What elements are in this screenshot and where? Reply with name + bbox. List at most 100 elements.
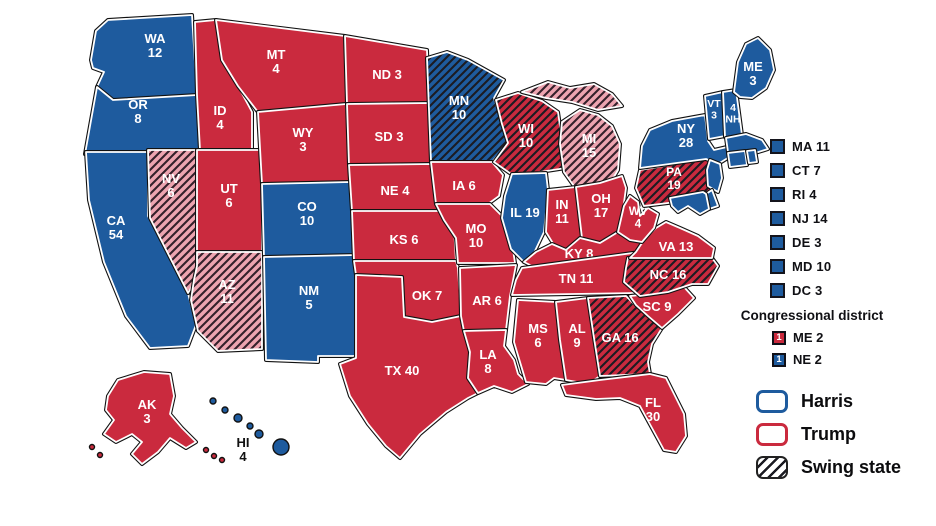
state-la-label: LA 8 — [479, 347, 497, 376]
state-ak-island[interactable] — [96, 451, 104, 459]
state-color-swatch — [770, 282, 785, 298]
state-hi-island[interactable] — [272, 438, 290, 456]
state-wa-label: WA 12 — [145, 31, 167, 60]
state-il-label: IL 19 — [510, 205, 539, 220]
state-wa-group: WA 12 — [89, 13, 199, 102]
state-wv-group: WV 4 — [616, 194, 660, 244]
state-nv-label: NV 6 — [162, 171, 180, 200]
state-ri-group — [745, 148, 759, 165]
state-ak[interactable] — [103, 371, 197, 465]
state-ut-label: UT 6 — [220, 181, 237, 210]
state-hi-island[interactable] — [254, 429, 264, 439]
state-color-swatch — [770, 234, 785, 250]
state-ct-group — [726, 149, 749, 169]
congressional-district-block: Congressional district 1 ME 2 1 NE 2 — [712, 308, 912, 367]
state-ak-island[interactable] — [202, 446, 210, 454]
state-fl-group: FL 30 — [560, 372, 688, 454]
state-nm-label: NM 5 — [299, 283, 319, 312]
state-ri[interactable] — [746, 149, 758, 164]
state-hi-island[interactable] — [233, 413, 243, 423]
small-state-label: MD 10 — [792, 258, 832, 274]
state-hi-island[interactable] — [246, 422, 254, 430]
state-hi-island[interactable] — [209, 397, 217, 405]
state-wv[interactable] — [617, 195, 659, 243]
state-me[interactable] — [733, 37, 775, 99]
state-co-group: CO 10 — [260, 180, 356, 259]
state-az-group: AZ 11 — [189, 250, 264, 353]
state-fl-label: FL 30 — [645, 395, 661, 424]
state-az-label: AZ 11 — [218, 277, 235, 306]
small-state-label: DC 3 — [792, 282, 823, 298]
state-hi-group: HI 4 — [209, 397, 290, 464]
state-nj-group — [705, 158, 724, 194]
state-mo-label: MO 10 — [466, 221, 487, 250]
state-mo[interactable] — [435, 203, 516, 264]
congressional-district-item: 1 ME 2 — [712, 330, 912, 345]
state-color-swatch — [770, 162, 785, 178]
state-hi-island[interactable] — [221, 406, 229, 414]
small-state-item: MD 10 — [770, 254, 831, 278]
state-nd-group: ND 3 — [343, 34, 431, 106]
state-mi-label: MI 15 — [582, 131, 596, 160]
state-md-group — [668, 190, 711, 216]
congressional-district-label: ME 2 — [793, 330, 824, 345]
state-ia-label: IA 6 — [452, 178, 475, 193]
district-vote-badge: 1 — [772, 330, 786, 345]
state-ny-label: NY 28 — [677, 121, 695, 150]
map-legend: Harris Trump Swing state — [756, 390, 901, 489]
small-state-label: NJ 14 — [792, 210, 828, 226]
state-mo-group: MO 10 — [434, 202, 517, 265]
state-md[interactable] — [669, 191, 710, 215]
legend-label: Swing state — [801, 457, 902, 477]
state-nc[interactable] — [623, 257, 719, 297]
legend-label: Harris — [801, 391, 854, 411]
state-color-swatch — [770, 210, 785, 226]
state-ak-island[interactable] — [210, 452, 218, 460]
small-state-item: RI 4 — [770, 182, 831, 206]
state-ak-island[interactable] — [218, 456, 226, 464]
state-nc-group: NC 16 — [622, 256, 720, 298]
state-ky-label: KY 8 — [565, 246, 594, 261]
state-ak-group: AK 3 — [88, 370, 226, 466]
state-hi-label: HI 4 — [237, 435, 250, 464]
state-ia-group: IA 6 — [429, 160, 505, 206]
state-ak-island[interactable] — [88, 443, 96, 451]
state-sc-label: SC 9 — [643, 299, 672, 314]
state-va-label: VA 13 — [659, 239, 694, 254]
state-ga-label: GA 16 — [601, 330, 638, 345]
state-mi[interactable] — [559, 109, 621, 190]
state-ks-group: KS 6 — [350, 209, 458, 263]
small-state-item: NJ 14 — [770, 206, 831, 230]
state-ar-group: AR 6 — [458, 263, 518, 333]
legend-item-swing: Swing state — [756, 456, 901, 479]
congressional-district-label: NE 2 — [793, 352, 822, 367]
state-sd-label: SD 3 — [375, 129, 404, 144]
state-tx[interactable] — [339, 274, 479, 459]
state-az[interactable] — [190, 251, 263, 352]
legend-item-trump: Trump — [756, 423, 901, 446]
state-nd-label: ND 3 — [372, 67, 402, 82]
state-ct[interactable] — [727, 150, 748, 168]
small-state-item: MA 11 — [770, 134, 831, 158]
state-me-label: ME 3 — [743, 59, 763, 88]
state-wy-group: WY 3 — [256, 102, 352, 186]
small-state-item: DE 3 — [770, 230, 831, 254]
state-nj[interactable] — [706, 159, 723, 193]
state-wa[interactable] — [90, 14, 198, 101]
state-wi-label: WI 10 — [518, 121, 534, 150]
state-nc-label: NC 16 — [650, 267, 687, 282]
state-nm-group: NM 5 — [262, 253, 358, 364]
state-tn-label: TN 11 — [559, 271, 594, 286]
state-pa-label: PA 19 — [666, 165, 682, 192]
state-ar-label: AR 6 — [472, 293, 502, 308]
state-ut-group: UT 6 — [195, 148, 264, 254]
state-vt-label: VT 3 — [707, 98, 721, 122]
state-or-label: OR 8 — [128, 97, 148, 126]
small-state-item: CT 7 — [770, 158, 831, 182]
small-state-label: MA 11 — [792, 138, 831, 154]
state-mi[interactable] — [521, 81, 623, 111]
state-la[interactable] — [463, 329, 529, 394]
state-fl[interactable] — [561, 373, 687, 453]
